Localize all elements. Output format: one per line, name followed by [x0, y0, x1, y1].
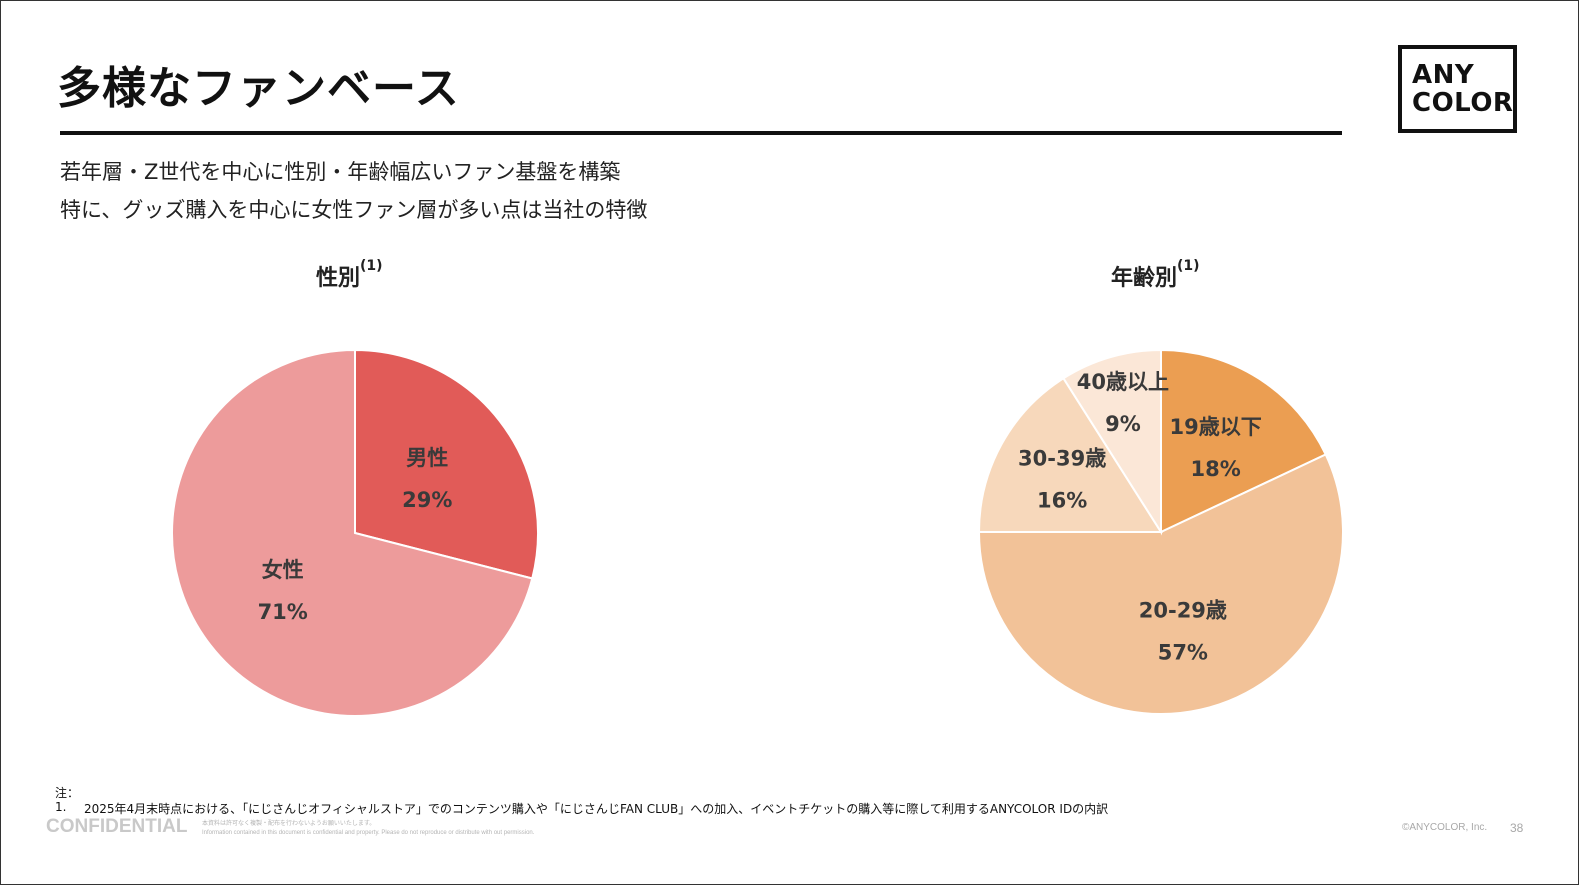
pie-1-label-3: 40歳以上 — [1077, 370, 1169, 394]
pie-1-value-0: 18% — [1190, 457, 1240, 481]
gender-chart-title-note: (1) — [360, 258, 383, 274]
age-chart-title: 年齢別(1) — [1111, 258, 1200, 292]
pie-0-value-0: 29% — [402, 488, 452, 512]
pie-0-slice-1 — [171, 348, 534, 717]
pie-0-label-0: 男性 — [406, 446, 448, 470]
age-chart-title-text: 年齢別 — [1111, 266, 1178, 291]
page-title: 多様なファンベース — [57, 63, 460, 114]
confidential-label: CONFIDENTIAL — [46, 816, 188, 837]
pie-1-value-1: 57% — [1158, 641, 1208, 665]
pie-1-label-2: 30-39歳 — [1018, 447, 1106, 471]
confidential-notice-jp: 本資料は許可なく複製・配布を行わないようお願いいたします。 — [202, 821, 376, 827]
pie-1-slice-0 — [1160, 348, 1328, 534]
confidential-notice-en: Information contained in this document i… — [202, 830, 535, 836]
note-number: 1. — [55, 800, 67, 814]
pie-1-label-0: 19歳以下 — [1169, 415, 1261, 439]
gender-chart-title: 性別(1) — [316, 258, 383, 292]
title-underline — [60, 131, 1342, 135]
notes-heading: 注： — [55, 786, 80, 800]
logo-line-2: COLOR — [1412, 88, 1514, 118]
logo-line-1: ANY — [1412, 60, 1475, 90]
pie-0-slice-0 — [354, 348, 539, 580]
subtitle-line-1: 若年層・Z世代を中心に性別・年齢幅広いファン基盤を構築 — [60, 160, 621, 184]
note-text: 2025年4月末時点における、「にじさんじオフィシャルストア」でのコンテンツ購入… — [84, 802, 1109, 816]
gender-chart-title-text: 性別 — [316, 266, 361, 291]
pie-1-value-3: 9% — [1105, 412, 1141, 436]
pie-0-label-1: 女性 — [262, 558, 304, 582]
pie-1-label-1: 20-29歳 — [1139, 599, 1227, 623]
pie-1-value-2: 16% — [1037, 489, 1087, 513]
copyright: ©ANYCOLOR, Inc. — [1402, 822, 1488, 833]
subtitle-line-2: 特に、グッズ購入を中心に女性ファン層が多い点は当社の特徴 — [60, 198, 648, 222]
age-chart-title-note: (1) — [1177, 258, 1200, 274]
pie-1-slice-1 — [977, 453, 1344, 715]
pie-0-value-1: 71% — [258, 600, 308, 624]
anycolor-logo: ANY COLOR — [1398, 45, 1517, 133]
pie-1-slice-2 — [977, 376, 1163, 533]
pie-1-slice-3 — [1062, 348, 1162, 536]
page-number: 38 — [1510, 821, 1524, 835]
